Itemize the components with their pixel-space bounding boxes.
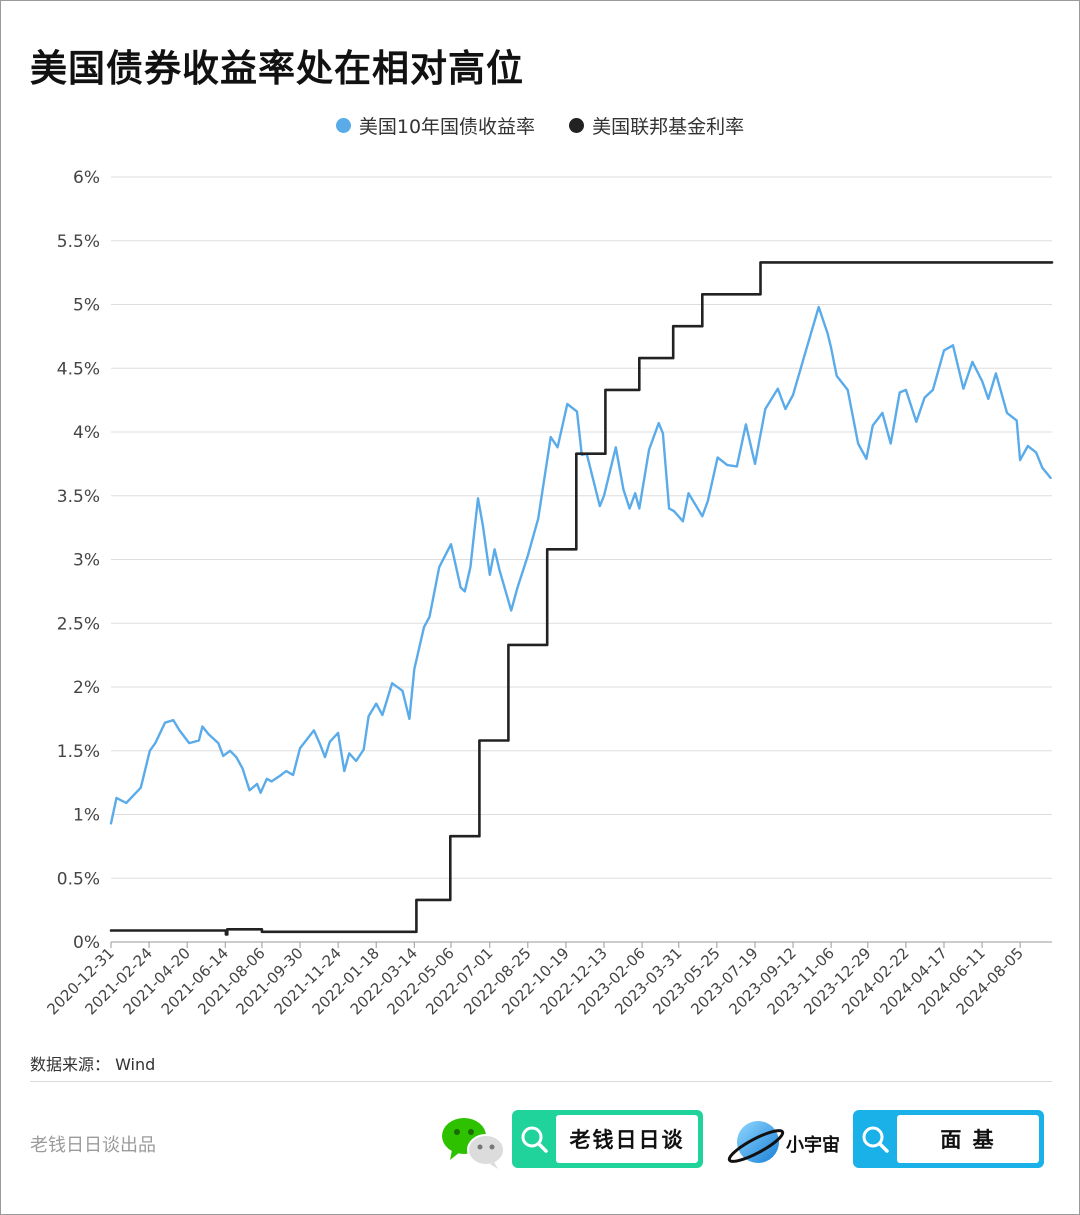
data-source: 数据来源： Wind: [30, 1055, 156, 1074]
y-tick-label: 6%: [73, 168, 100, 188]
y-tick-label: 4.5%: [57, 359, 100, 379]
badge-label-mianji: 面 基: [897, 1115, 1039, 1163]
y-tick-label: 0.5%: [57, 869, 100, 889]
producer-credit: 老钱日日谈出品: [30, 1135, 156, 1156]
y-tick-label: 1%: [73, 806, 100, 826]
line-chart: 0%0.5%1%1.5%2%2.5%3%3.5%4%4.5%5%5.5%6%20…: [43, 168, 1054, 1018]
search-badge-wechat[interactable]: 老钱日日谈: [512, 1110, 703, 1168]
legend-item-yield: 美国10年国债收益率: [335, 112, 536, 139]
yield-series-line: [109, 305, 1052, 825]
legend-item-fed: 美国联邦基金利率: [569, 112, 744, 139]
y-tick-label: 2%: [73, 678, 100, 698]
legend-label-yield: 美国10年国债收益率: [358, 116, 536, 138]
legend-dot-icon: [569, 118, 585, 133]
footer-divider: [30, 1081, 1052, 1082]
y-tick-label: 3.5%: [57, 487, 100, 507]
y-tick-label: 4%: [73, 423, 100, 443]
search-badge-mianji[interactable]: 面 基: [853, 1110, 1044, 1168]
chart-title: 美国债券收益率处在相对高位: [30, 47, 524, 90]
y-tick-label: 2.5%: [57, 614, 100, 634]
y-tick-label: 3%: [73, 551, 100, 571]
search-icon: [853, 1110, 897, 1168]
y-tick-label: 0%: [73, 933, 100, 953]
legend-label-fed: 美国联邦基金利率: [592, 116, 745, 138]
y-tick-label: 5.5%: [57, 232, 100, 252]
wechat-icon: [442, 1118, 505, 1169]
badge-label-wechat: 老钱日日谈: [556, 1115, 698, 1163]
y-tick-label: 1.5%: [57, 742, 100, 762]
planet-icon: [727, 1121, 785, 1163]
fed-funds-series-line: [109, 261, 1054, 936]
y-tick-label: 5%: [73, 296, 100, 316]
planet-label: 小宇宙: [786, 1135, 840, 1156]
search-icon: [512, 1110, 556, 1168]
chart-legend: 美国10年国债收益率 美国联邦基金利率: [0, 112, 1080, 139]
legend-dot-icon: [335, 118, 351, 133]
